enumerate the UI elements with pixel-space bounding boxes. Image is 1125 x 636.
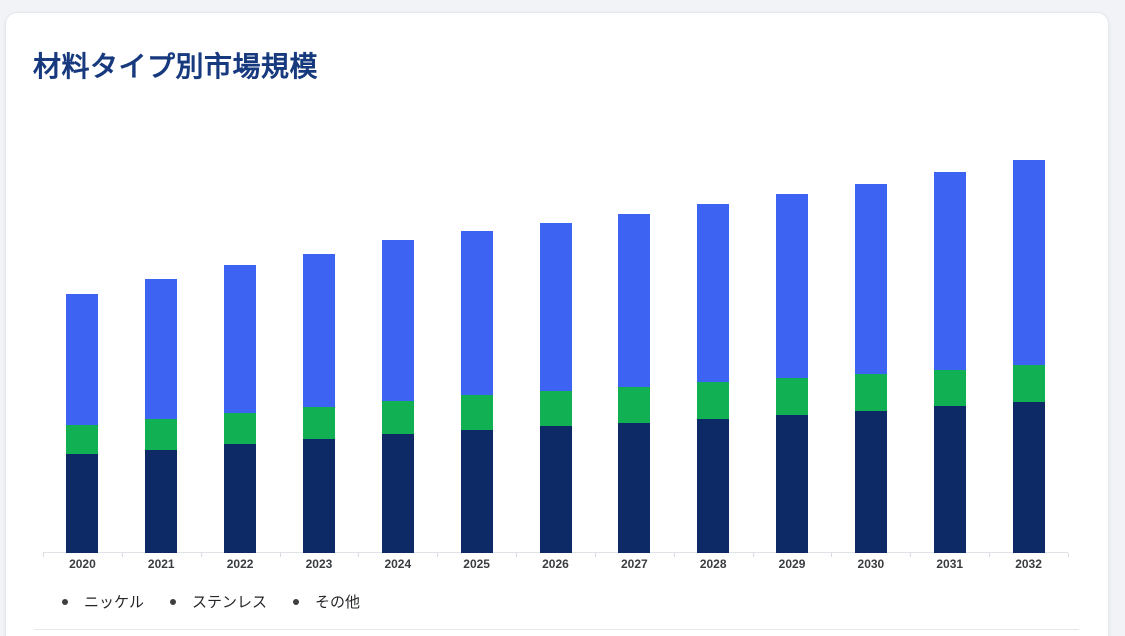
bar-segment-ステンレス-2023[interactable] <box>302 407 335 439</box>
bar-segment-ステンレス-2021[interactable] <box>145 419 178 450</box>
bar-segment-ニッケル-2028[interactable] <box>697 419 730 553</box>
x-axis-label-2020: 2020 <box>69 557 96 571</box>
chart-card: 材料タイプ別市場規模 2020 2021 2022 2023 2024 2025 2026 2… <box>5 12 1109 636</box>
axis-tick <box>594 553 596 557</box>
bar-segment-ステンレス-2029[interactable] <box>776 378 809 415</box>
bar-segment-ニッケル-2030[interactable] <box>854 411 887 553</box>
axis-tick <box>752 553 754 557</box>
chart-title: 材料タイプ別市場規模 <box>33 51 319 82</box>
bar-segment-その他-2026[interactable] <box>539 223 572 391</box>
bar-segment-ステンレス-2024[interactable] <box>381 401 414 434</box>
bar-segment-その他-2032[interactable] <box>1012 160 1045 365</box>
axis-tick <box>437 553 439 557</box>
section-divider <box>34 629 1079 630</box>
bar-segment-ステンレス-2030[interactable] <box>854 374 887 411</box>
x-axis-label-2032: 2032 <box>1015 557 1042 571</box>
bar-segment-ニッケル-2022[interactable] <box>224 444 257 553</box>
x-axis-label-2023: 2023 <box>305 557 333 571</box>
axis-tick <box>279 553 281 557</box>
bar-segment-その他-2030[interactable] <box>854 184 887 374</box>
bar-segment-その他-2022[interactable] <box>224 265 257 413</box>
x-axis-label-2022: 2022 <box>226 557 254 571</box>
bar-segment-その他-2031[interactable] <box>933 172 966 370</box>
axis-tick <box>516 553 518 557</box>
x-axis-label-2021: 2021 <box>147 557 175 571</box>
legend-label: その他 <box>315 594 361 611</box>
bar-segment-ステンレス-2032[interactable] <box>1012 365 1045 402</box>
bar-segment-ニッケル-2021[interactable] <box>145 450 178 553</box>
legend-item-その他[interactable]: その他 <box>293 591 360 612</box>
bar-segment-ニッケル-2031[interactable] <box>933 406 966 553</box>
x-axis-label-2030: 2030 <box>857 557 885 571</box>
legend-item-ステンレス[interactable]: ステンレス <box>170 591 267 612</box>
bar-segment-その他-2023[interactable] <box>302 254 335 407</box>
x-axis-label-2031: 2031 <box>936 557 964 571</box>
x-axis-label-2026: 2026 <box>542 557 569 571</box>
x-axis-label-2028: 2028 <box>699 557 727 571</box>
axis-tick <box>910 553 912 557</box>
bar-segment-ニッケル-2027[interactable] <box>618 423 651 553</box>
bar-segment-ニッケル-2025[interactable] <box>460 430 493 553</box>
legend-label: ニッケル <box>84 594 145 611</box>
x-axis-label-2029: 2029 <box>778 557 806 571</box>
bar-segment-ニッケル-2024[interactable] <box>381 434 414 553</box>
x-axis-label-2024: 2024 <box>384 557 412 571</box>
axis-tick <box>200 553 202 557</box>
bar-segment-ニッケル-2029[interactable] <box>776 415 809 553</box>
axis-tick <box>358 553 360 557</box>
axis-tick <box>989 553 991 557</box>
bar-segment-その他-2025[interactable] <box>460 231 493 395</box>
bar-segment-ステンレス-2028[interactable] <box>697 382 730 419</box>
bar-segment-ステンレス-2031[interactable] <box>933 370 966 406</box>
bar-segment-ステンレス-2025[interactable] <box>460 395 493 430</box>
chart-legend: ニッケル ステンレス その他 <box>62 591 360 612</box>
legend-item-ニッケル[interactable]: ニッケル <box>62 591 144 612</box>
bar-segment-ニッケル-2026[interactable] <box>539 426 572 553</box>
bar-segment-ステンレス-2022[interactable] <box>224 413 257 444</box>
bar-segment-その他-2021[interactable] <box>145 279 178 419</box>
legend-label: ステンレス <box>192 594 268 611</box>
axis-tick <box>831 553 833 557</box>
bar-segment-ニッケル-2023[interactable] <box>302 439 335 553</box>
legend-dot-icon <box>170 598 177 605</box>
axis-tick <box>43 553 44 557</box>
bar-segment-ニッケル-2032[interactable] <box>1012 402 1045 553</box>
legend-dot-icon <box>293 598 300 605</box>
bar-segment-その他-2027[interactable] <box>618 214 651 387</box>
axis-tick <box>673 553 675 557</box>
bar-segment-その他-2028[interactable] <box>697 204 730 382</box>
bar-segment-その他-2029[interactable] <box>776 194 809 378</box>
bar-segment-ステンレス-2027[interactable] <box>618 387 651 423</box>
x-axis-label-2027: 2027 <box>620 557 648 571</box>
x-axis-labels: 2020 2021 2022 2023 2024 2025 2026 2027 2028 2029… <box>43 557 1068 573</box>
bar-segment-ニッケル-2020[interactable] <box>66 454 99 553</box>
bar-segment-ステンレス-2026[interactable] <box>539 391 572 426</box>
legend-dot-icon <box>62 598 68 605</box>
bar-segment-その他-2020[interactable] <box>66 294 99 425</box>
axis-tick <box>1068 553 1069 557</box>
bar-segment-その他-2024[interactable] <box>381 240 414 401</box>
axis-tick <box>121 553 123 557</box>
plot-area <box>43 111 1069 557</box>
bar-segment-ステンレス-2020[interactable] <box>66 425 99 454</box>
x-axis-label-2025: 2025 <box>463 557 490 571</box>
